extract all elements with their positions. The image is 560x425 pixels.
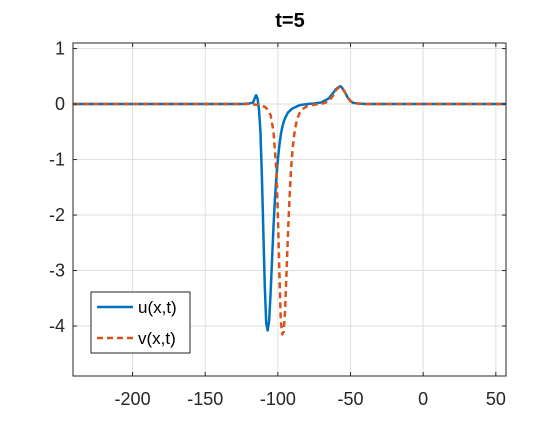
x-tick-label: 0 [418,389,428,409]
y-tick-label: 0 [55,94,65,114]
axes: -200 -150 -100 -50 0 50 1 0 -1 -2 -3 -4 [49,39,507,409]
legend-label-v: v(x,t) [138,329,176,348]
x-tick-label: -100 [260,389,296,409]
plot-frame [72,42,507,377]
legend: u(x,t) v(x,t) [90,291,191,354]
x-tick-label: -200 [115,389,151,409]
chart-title: t=5 [275,10,304,32]
y-tick-label: -2 [49,205,65,225]
y-tick-label: -4 [49,316,65,336]
y-tick-label: -3 [49,261,65,281]
series-line-v [73,85,506,336]
y-tick-label: -1 [49,150,65,170]
y-tick-label: 1 [55,39,65,59]
legend-box [90,291,191,354]
legend-label-u: u(x,t) [138,298,177,317]
series-layer [73,85,506,336]
x-tick-label: 50 [486,389,506,409]
x-tick-label: -50 [338,389,364,409]
x-tick-label: -150 [187,389,223,409]
